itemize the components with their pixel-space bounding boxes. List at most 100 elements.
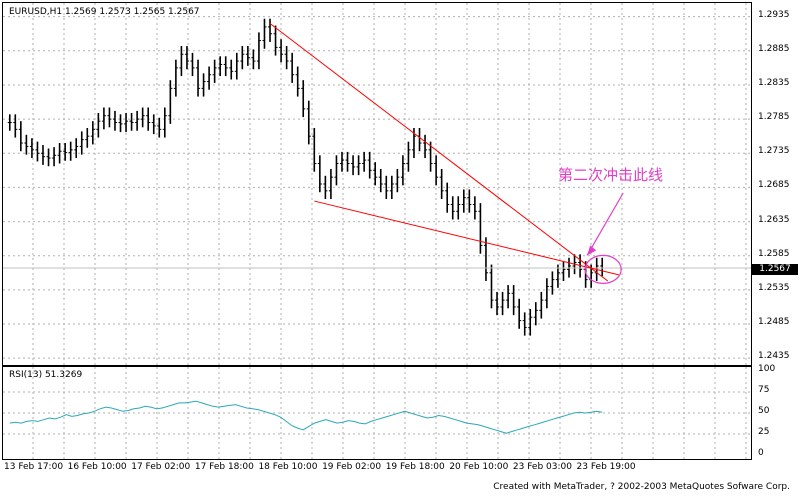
ohlc-bar — [528, 308, 533, 336]
ohlc-bar — [18, 121, 23, 152]
price-tick-label: 1.2585 — [758, 248, 790, 259]
ohlc-bar — [284, 46, 289, 70]
ohlc-bar — [90, 121, 95, 145]
rsi-line — [9, 400, 603, 434]
ohlc-bar — [339, 151, 344, 172]
time-tick-label: 17 Feb 18:00 — [194, 462, 254, 472]
price-chart-pane[interactable]: EURUSD,H1 1.2569 1.2573 1.2565 1.2567 第二… — [2, 2, 752, 366]
lower-trendline — [314, 200, 619, 276]
time-tick-label: 19 Feb 02:00 — [322, 462, 382, 472]
rsi-info-label: RSI(13) 51.3269 — [9, 370, 83, 380]
footer-bar — [0, 478, 800, 496]
ohlc-bar — [63, 143, 68, 161]
ohlc-bar — [417, 127, 422, 152]
ohlc-bar — [450, 196, 455, 220]
rsi-indicator-pane[interactable]: RSI(13) 51.3269 — [2, 366, 752, 460]
ohlc-bar — [46, 148, 51, 167]
ohlc-bar — [223, 56, 228, 77]
ohlc-bar — [279, 39, 284, 63]
ohlc-bar — [112, 110, 117, 131]
ohlc-bar — [539, 291, 544, 319]
ohlc-bar — [290, 52, 295, 83]
price-tick-label: 1.2735 — [758, 146, 790, 157]
rsi-tick-label: 75 — [758, 385, 770, 395]
price-tick-label: 1.2685 — [758, 180, 790, 191]
ohlc-bar — [373, 162, 378, 186]
time-tick-label: 13 Feb 17:00 — [4, 462, 64, 472]
rsi-tick-label: 50 — [758, 406, 770, 416]
ohlc-bar — [173, 59, 178, 97]
ohlc-bar — [323, 175, 328, 200]
rsi-chart[interactable] — [3, 367, 751, 459]
time-tick-label: 17 Feb 02:00 — [131, 462, 191, 472]
ohlc-bar — [212, 59, 217, 83]
ohlc-bar — [483, 237, 488, 281]
ohlc-bar — [151, 114, 156, 135]
ohlc-bar — [356, 155, 361, 176]
ohlc-bar — [251, 49, 256, 70]
ohlc-bar — [478, 203, 483, 254]
ohlc-bar — [400, 155, 405, 186]
ohlc-bar — [29, 138, 34, 159]
ohlc-bar — [218, 56, 223, 77]
ohlc-bar — [196, 59, 201, 97]
ohlc-bar — [190, 52, 195, 77]
ohlc-bar — [345, 151, 350, 172]
ohlc-bar — [162, 107, 167, 138]
ohlc-bar — [328, 168, 333, 200]
ohlc-bar — [522, 312, 527, 336]
price-tick-label: 1.2785 — [758, 112, 790, 123]
rsi-tick-label: 100 — [758, 364, 776, 374]
ohlc-bar — [124, 112, 129, 133]
price-tick-label: 1.2935 — [758, 9, 790, 20]
ohlc-bar — [461, 189, 466, 213]
ohlc-bar — [406, 141, 411, 172]
ohlc-bar — [146, 107, 151, 131]
footer-credit: Created with MetaTrader, ? 2002-2003 Met… — [493, 482, 790, 492]
upper-trendline — [269, 23, 609, 282]
ohlc-bar — [506, 285, 511, 309]
ohlc-bar — [306, 100, 311, 145]
ohlc-bar — [74, 138, 79, 159]
ohlc-bar — [511, 285, 516, 316]
ohlc-bar — [140, 107, 145, 128]
time-tick-label: 19 Feb 18:00 — [385, 462, 445, 472]
ohlc-bar — [445, 182, 450, 213]
ohlc-bar — [157, 117, 162, 138]
time-tick-label: 16 Feb 10:00 — [67, 462, 127, 472]
ohlc-bar — [317, 155, 322, 193]
price-tick-label: 1.2535 — [758, 282, 790, 293]
ohlc-bar — [85, 127, 90, 148]
ohlc-bar — [256, 32, 261, 70]
ohlc-bar — [168, 80, 173, 124]
ohlc-bar — [489, 264, 494, 309]
ohlc-bar — [378, 168, 383, 193]
ohlc-bar — [434, 155, 439, 186]
ohlc-bar — [7, 114, 12, 131]
ohlc-bar — [129, 112, 134, 131]
ohlc-bar — [467, 189, 472, 213]
ohlc-bar — [40, 145, 45, 165]
ohlc-bar — [135, 110, 140, 131]
ohlc-bar — [472, 196, 477, 220]
price-chart[interactable] — [3, 3, 751, 365]
ohlc-bar — [389, 175, 394, 200]
ohlc-bar — [312, 127, 317, 172]
ohlc-bar — [367, 151, 372, 179]
ohlc-bar — [96, 112, 101, 138]
ohlc-bar — [101, 107, 106, 130]
ohlc-bar — [229, 59, 234, 80]
annotation-arrow — [586, 192, 624, 256]
ohlc-bar — [107, 107, 112, 128]
price-tick-label: 1.2885 — [758, 43, 790, 54]
ohlc-bar — [273, 25, 278, 56]
ohlc-bar — [517, 298, 522, 329]
ohlc-bar — [234, 52, 239, 80]
price-tick-label: 1.2485 — [758, 317, 790, 328]
ohlc-bar — [79, 131, 84, 155]
ohlc-bar — [561, 261, 566, 281]
ohlc-bar — [384, 175, 389, 200]
ohlc-bar — [533, 302, 538, 326]
ohlc-bar — [495, 291, 500, 316]
ohlc-bar — [395, 168, 400, 193]
